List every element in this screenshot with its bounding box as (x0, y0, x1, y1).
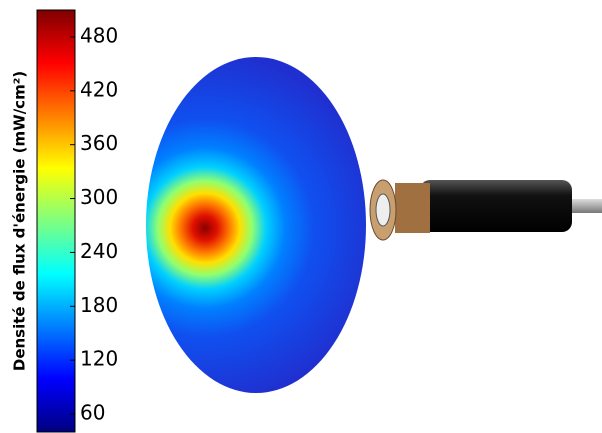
tick-label: 60 (80, 401, 105, 425)
tick-label: 240 (80, 239, 118, 263)
lens (375, 193, 391, 227)
tick-label: 480 (80, 23, 118, 47)
colorbar: 60 120 180 240 300 360 420 480 (36, 9, 118, 433)
tick-label: 300 (80, 185, 118, 209)
tick-label: 180 (80, 293, 118, 317)
tick-label: 360 (80, 131, 118, 155)
flux-map (146, 57, 366, 393)
colorbar-label: Densité de flux d'énergie (mW/cm²) (11, 71, 29, 371)
colorbar-rect (36, 9, 76, 433)
tick-label: 120 (80, 347, 118, 371)
tick-label: 420 (80, 77, 118, 101)
rod (568, 199, 602, 213)
tube (420, 180, 572, 232)
device (369, 179, 602, 241)
collar (395, 183, 430, 233)
